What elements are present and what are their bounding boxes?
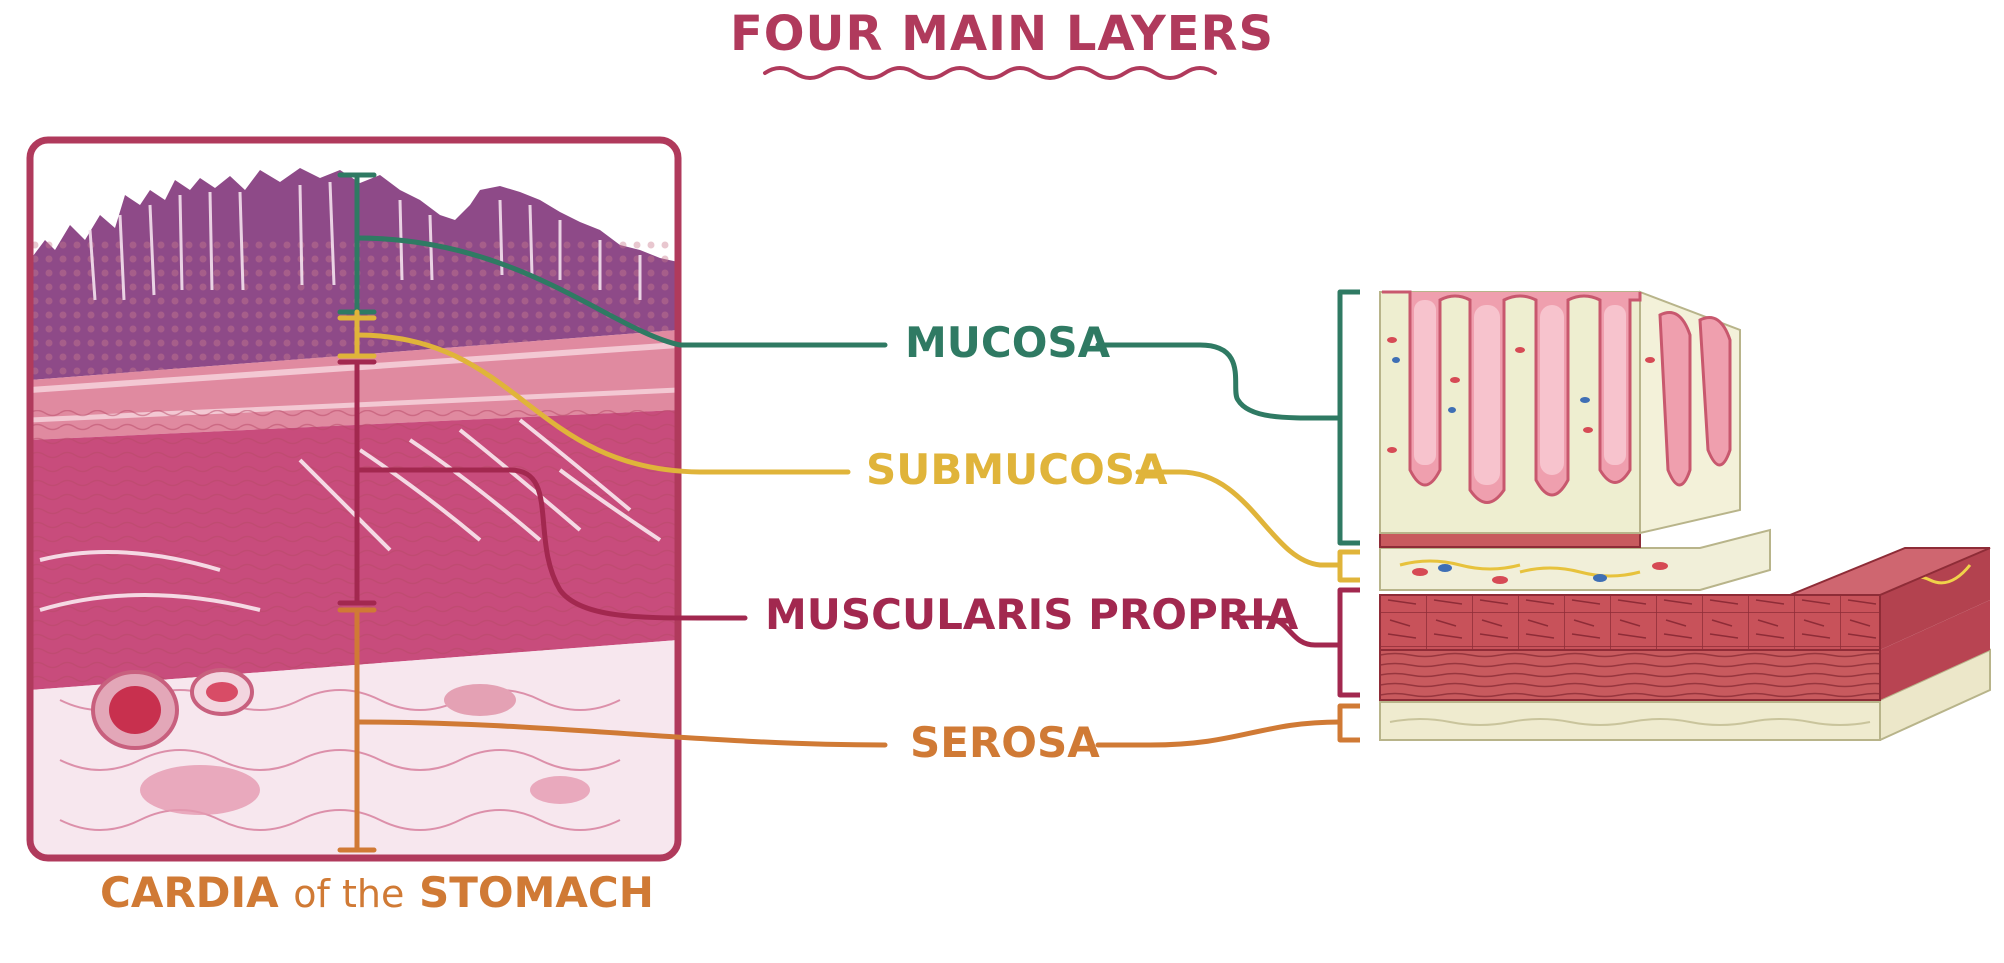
mucosa-connector-left (354, 235, 888, 348)
stomach-wall-illustration (1379, 290, 1991, 741)
histology-frame (26, 136, 682, 862)
muscularis-propria-label: MUSCULARIS PROPRIA (765, 590, 1299, 639)
diagram-title: FOUR MAIN LAYERS (729, 6, 1275, 62)
submucosa-bracket (1337, 549, 1360, 583)
serosa-connector-right (1095, 719, 1343, 748)
histology-image (30, 140, 678, 858)
serosa-label: SEROSA (910, 718, 1100, 767)
muscularis-span-marker (337, 359, 377, 606)
serosa-bracket (1337, 703, 1360, 743)
title-underline (763, 66, 1217, 80)
caption-part-3: STOMACH (419, 868, 654, 917)
serosa-connector-left (354, 719, 888, 748)
muscularis-connector-right (1232, 615, 1343, 648)
caption-part-1: CARDIA (100, 868, 279, 917)
submucosa-connector-right (1135, 469, 1343, 568)
muscularis-connector-left (354, 467, 748, 621)
histology-caption: CARDIA of the STOMACH (100, 868, 654, 917)
mucosa-label: MUCOSA (905, 318, 1111, 367)
caption-part-2: of the (293, 872, 405, 916)
submucosa-label: SUBMUCOSA (866, 445, 1168, 494)
serosa-span-marker (337, 607, 377, 853)
mucosa-bracket (1337, 289, 1360, 546)
muscularis-bracket (1337, 587, 1360, 698)
mucosa-connector-right (1095, 342, 1343, 421)
submucosa-connector-left (354, 332, 851, 475)
